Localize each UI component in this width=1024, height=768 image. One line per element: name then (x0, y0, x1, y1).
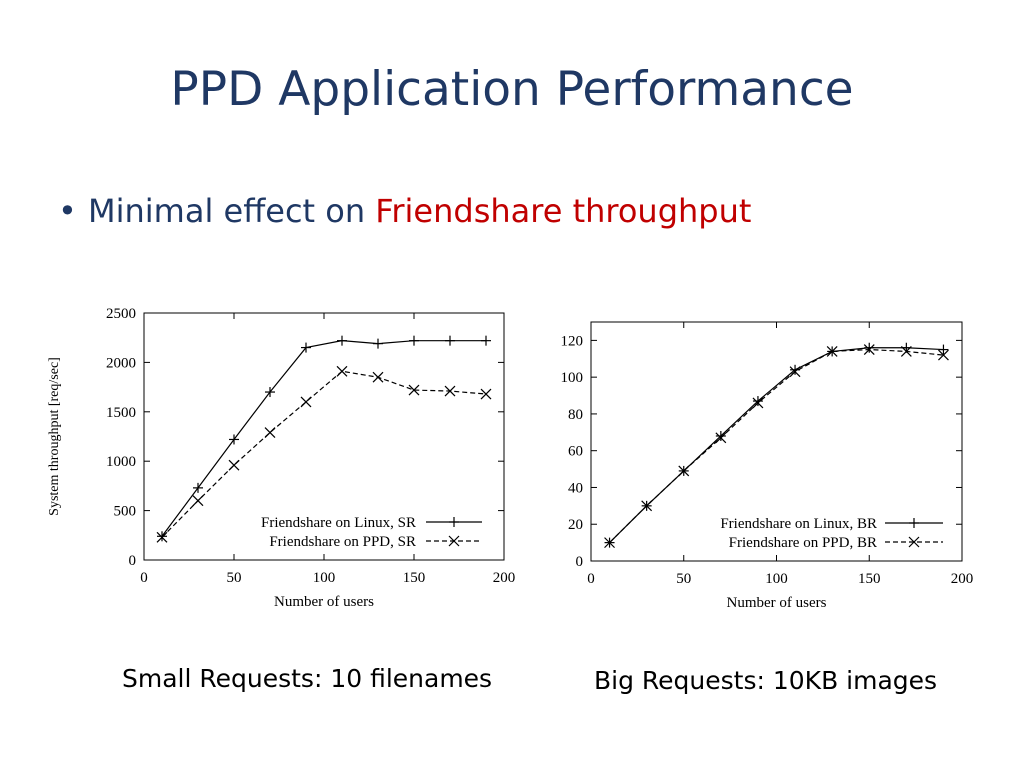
bullet-text: Minimal effect on (88, 192, 376, 230)
data-point-1-6 (372, 371, 384, 383)
data-point-1-7 (863, 344, 875, 356)
y-tick-label: 80 (568, 407, 583, 423)
y-tick-label: 40 (568, 480, 583, 496)
x-tick-label: 200 (493, 570, 515, 586)
data-point-1-9 (938, 349, 949, 361)
x-tick-label: 100 (313, 570, 336, 586)
series-line-0 (161, 340, 486, 537)
data-point-0-7 (409, 335, 419, 346)
y-tick-label: 0 (129, 553, 137, 569)
data-point-0-3 (265, 387, 275, 398)
y-tick-label: 2000 (106, 355, 136, 371)
data-point-1-5 (789, 366, 801, 378)
series-line-0 (609, 347, 944, 544)
data-point-0-9 (481, 335, 491, 346)
data-point-1-6 (826, 345, 838, 357)
y-tick-label: 60 (568, 444, 583, 460)
data-point-1-8 (444, 385, 456, 397)
data-point-1-1 (192, 495, 204, 507)
slide-title: PPD Application Performance (170, 62, 854, 117)
x-tick-label: 50 (676, 571, 691, 587)
data-point-0-4 (752, 396, 763, 407)
legend-label: Friendshare on Linux, BR (720, 516, 877, 532)
series-line-1 (161, 370, 487, 538)
small-requests-chart: 0 500 1000 1500 2000 2500 0 50 100 150 200 Number o… (47, 306, 515, 610)
big-requests-chart: 0 20 40 60 80 100 120 0 50 100 150 200 Number of use… (561, 321, 974, 611)
data-point-0-9 (938, 344, 949, 355)
data-point-1-9 (480, 388, 492, 400)
caption-small-requests: Small Requests: 10 filenames (122, 664, 493, 693)
data-point-0-5 (337, 335, 347, 346)
data-point-1-1 (641, 500, 653, 512)
data-point-1-3 (715, 432, 727, 444)
data-point-0-6 (373, 338, 383, 349)
x-tick-label: 50 (227, 570, 242, 586)
data-point-0-0 (157, 531, 167, 542)
y-tick-label: 500 (114, 504, 137, 520)
x-tick-label: 100 (765, 571, 788, 587)
legend-marker (448, 535, 460, 547)
y-tick-label: 1500 (106, 405, 136, 421)
y-tick-label: 2500 (106, 306, 136, 322)
data-point-1-0 (604, 537, 615, 549)
y-tick-label: 20 (568, 517, 583, 533)
legend-marker (908, 536, 920, 548)
legend-label: Friendshare on PPD, BR (729, 535, 877, 551)
data-point-1-8 (900, 345, 912, 357)
data-point-0-8 (445, 335, 455, 346)
x-tick-label: 0 (140, 570, 148, 586)
data-point-0-2 (229, 434, 239, 445)
data-point-1-7 (408, 384, 420, 396)
legend-label: Friendshare on Linux, SR (261, 515, 416, 531)
data-point-1-2 (228, 459, 240, 471)
data-point-1-5 (336, 365, 348, 377)
x-tick-label: 0 (587, 571, 595, 587)
caption-big-requests: Big Requests: 10KB images (594, 666, 938, 695)
y-tick-label: 1000 (106, 454, 136, 470)
series-line-1 (609, 348, 944, 544)
bullet-point: • Minimal effect on Friendshare throughpu… (58, 192, 751, 230)
x-tick-label: 150 (403, 570, 426, 586)
data-point-1-0 (156, 531, 168, 543)
data-point-0-4 (301, 342, 311, 353)
legend-marker (449, 517, 459, 527)
data-point-0-1 (193, 482, 203, 493)
x-tick-label: 150 (858, 571, 881, 587)
x-axis-label: Number of users (274, 594, 374, 610)
data-point-1-4 (752, 397, 764, 409)
data-point-1-2 (678, 465, 690, 477)
y-tick-label: 120 (561, 333, 584, 349)
data-point-1-3 (264, 427, 276, 438)
y-tick-label: 0 (576, 554, 584, 570)
y-tick-label: 100 (561, 370, 584, 386)
x-axis-label: Number of users (727, 595, 827, 611)
x-tick-label: 200 (951, 571, 974, 587)
legend-marker (909, 518, 919, 528)
data-point-0-7 (864, 342, 875, 353)
y-axis-label: System throughput [req/sec] (47, 357, 62, 516)
bullet-highlight-text: Friendshare throughput (375, 192, 752, 230)
data-point-0-3 (715, 430, 726, 441)
legend-label: Friendshare on PPD, SR (269, 534, 416, 550)
data-point-1-4 (300, 396, 312, 408)
bullet-dot-icon: • (58, 192, 77, 230)
